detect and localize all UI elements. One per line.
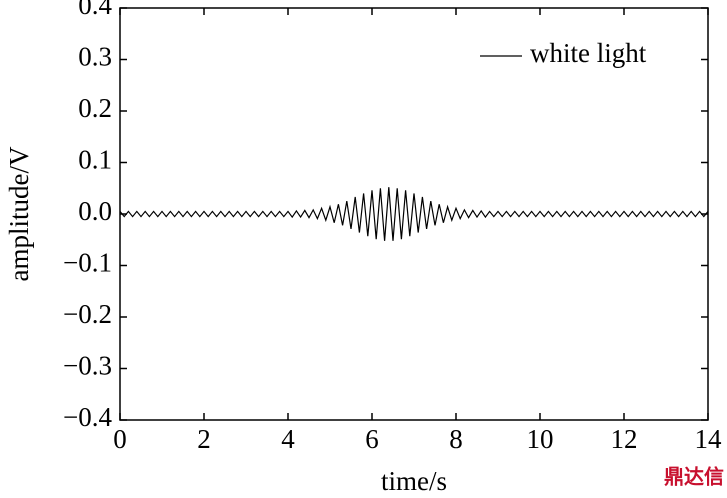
y-tick-label: 0.0 [78,196,112,226]
x-tick-label: 14 [695,424,723,454]
data-line [119,187,709,241]
y-tick-label: 0.3 [78,42,112,72]
y-tick-label: −0.3 [63,351,112,381]
y-tick-label: 0.1 [78,145,112,175]
x-tick-label: 12 [611,424,638,454]
x-tick-label: 2 [197,424,211,454]
x-tick-label: 4 [281,424,295,454]
x-tick-label: 10 [527,424,554,454]
y-tick-label: −0.4 [63,402,112,432]
legend-label: white light [530,38,647,68]
y-tick-label: 0.2 [78,93,112,123]
y-axis-label: amplitude/V [4,146,34,281]
y-tick-label: 0.4 [78,0,112,20]
y-tick-label: −0.1 [63,248,112,278]
x-tick-label: 6 [365,424,379,454]
x-tick-label: 8 [449,424,463,454]
y-tick-label: −0.2 [63,299,112,329]
x-tick-label: 0 [113,424,127,454]
plot-frame [119,7,709,421]
watermark: 鼎达信 [664,465,724,489]
x-axis-label: time/s [381,466,447,496]
